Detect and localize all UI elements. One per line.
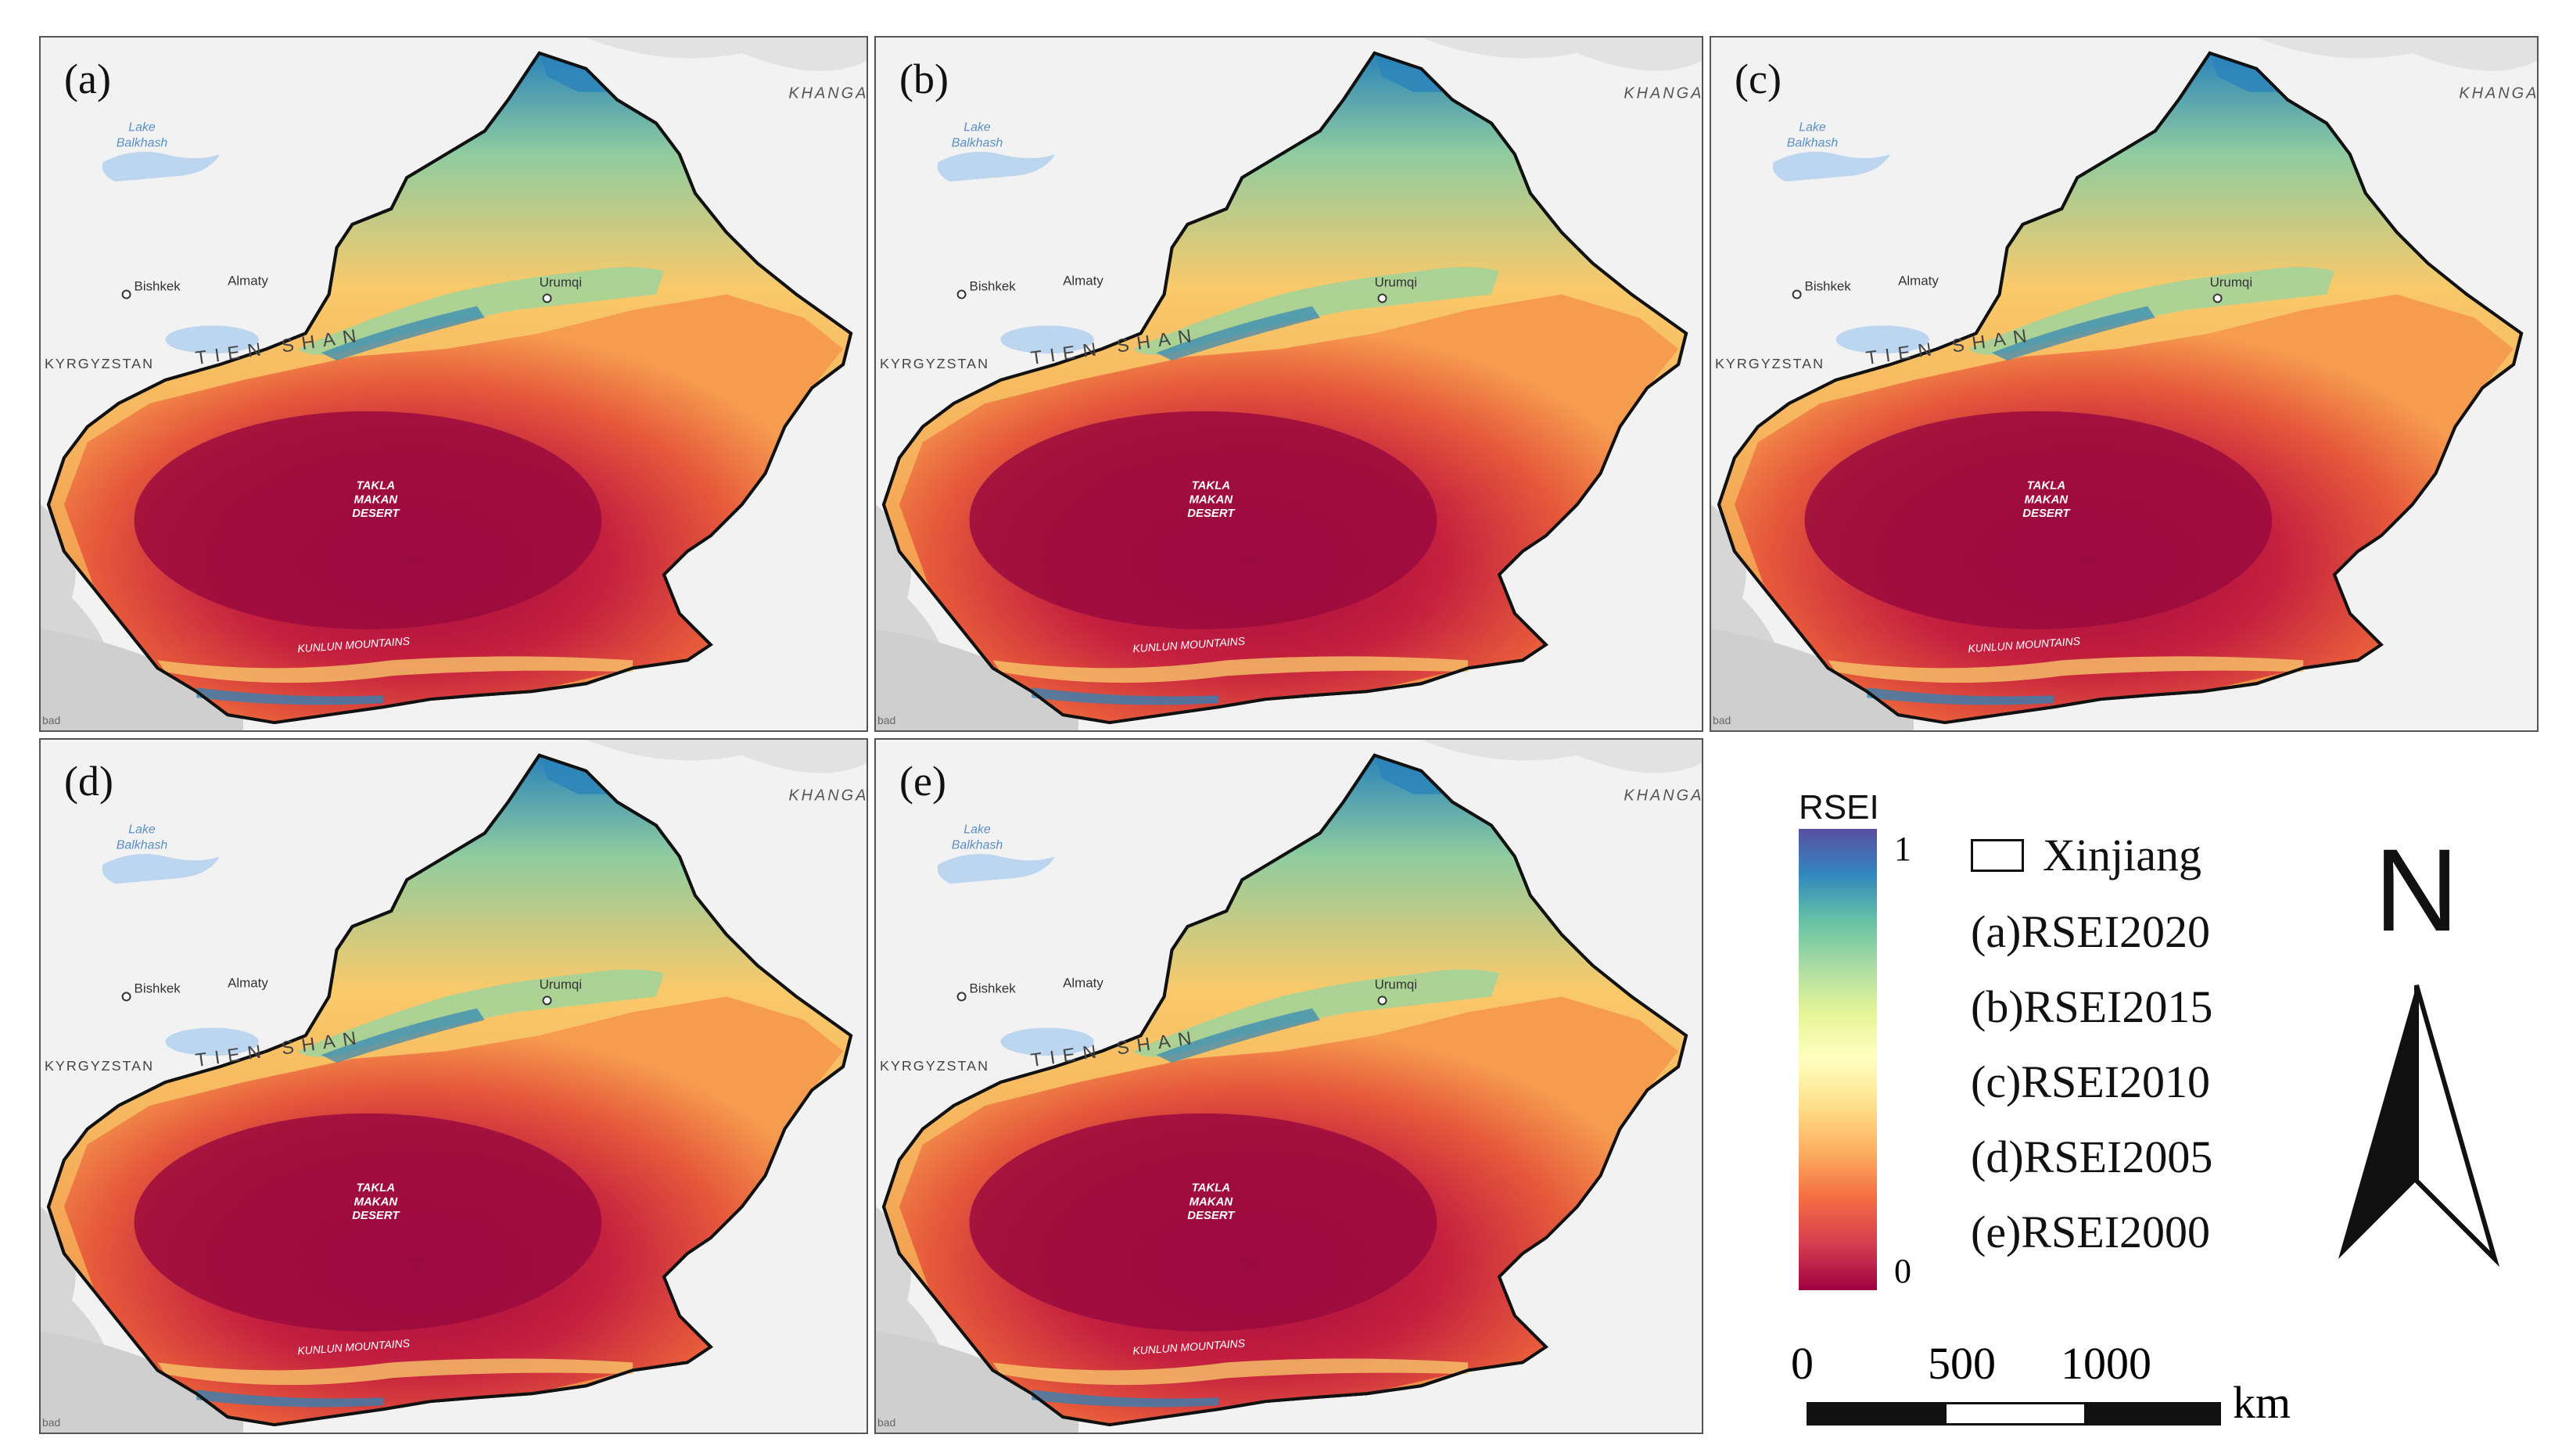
bad-label: bad xyxy=(877,1416,895,1429)
legend-item-b: (b)RSEI2015 xyxy=(1971,981,2213,1032)
kyrgyzstan-label: KYRGYZSTAN xyxy=(1715,356,1825,371)
scale-unit: km xyxy=(2233,1377,2291,1428)
map-svg: Lake Balkhash Bishkek Almaty Urumqi KYRG… xyxy=(41,38,867,730)
bishkek-label: Bishkek xyxy=(1805,279,1852,294)
takla-label-1: TAKLA xyxy=(1192,1181,1230,1194)
boundary-swatch xyxy=(1971,839,2024,872)
map-panel-e: Lake Balkhash Bishkek Almaty Urumqi KYRG… xyxy=(874,738,1703,1434)
kyrgyzstan-label: KYRGYZSTAN xyxy=(45,1058,154,1074)
takla-label-2: MAKAN xyxy=(1190,493,1234,506)
north-arrow-icon: N xyxy=(2338,824,2500,1268)
legend-boundary: Xinjiang xyxy=(1971,829,2201,881)
takla-label-1: TAKLA xyxy=(357,1181,395,1194)
map-svg: Lake Balkhash Bishkek Almaty Urumqi KYRG… xyxy=(1711,38,2537,730)
bad-label: bad xyxy=(1713,714,1731,726)
takla-label-3: DESERT xyxy=(1187,507,1236,520)
kyrgyzstan-label: KYRGYZSTAN xyxy=(880,1058,989,1074)
boundary-label: Xinjiang xyxy=(2043,830,2201,880)
map-panel-c: Lake Balkhash Bishkek Almaty Urumqi KYRG… xyxy=(1710,36,2539,732)
bad-label: bad xyxy=(877,714,895,726)
bad-label: bad xyxy=(42,714,60,726)
takla-label-2: MAKAN xyxy=(354,1195,399,1208)
urumqi-label: Urumqi xyxy=(1375,977,1418,992)
takla-label-3: DESERT xyxy=(2022,507,2071,520)
almaty-label: Almaty xyxy=(1898,274,1939,289)
map-panel-b: Lake Balkhash Bishkek Almaty Urumqi KYRG… xyxy=(874,36,1703,732)
kyrgyzstan-label: KYRGYZSTAN xyxy=(880,356,989,371)
urumqi-label: Urumqi xyxy=(2210,275,2253,290)
khanga-label: KHANGA xyxy=(788,85,867,102)
lake-label-1: Lake xyxy=(963,120,991,134)
colorbar-min-label: 0 xyxy=(1894,1252,1911,1290)
legend-item-e: (e)RSEI2000 xyxy=(1971,1207,2211,1257)
almaty-label: Almaty xyxy=(1063,274,1103,289)
scale-segment-2 xyxy=(1947,1404,2084,1423)
map-svg: Lake Balkhash Bishkek Almaty Urumqi KYRG… xyxy=(876,38,1702,730)
legend-item-c: (c)RSEI2010 xyxy=(1971,1056,2211,1107)
panel-label: (e) xyxy=(899,758,946,805)
panel-label: (d) xyxy=(64,758,113,805)
khanga-label: KHANGA xyxy=(2459,85,2537,102)
lake-label-1: Lake xyxy=(1799,120,1826,134)
scale-segment-1 xyxy=(1809,1404,1947,1423)
bad-label: bad xyxy=(42,1416,60,1429)
bishkek-label: Bishkek xyxy=(970,279,1017,294)
bishkek-label: Bishkek xyxy=(135,981,181,996)
scale-segment-3 xyxy=(2084,1404,2219,1423)
khanga-label: KHANGA xyxy=(788,787,867,805)
scale-label-0: 0 xyxy=(1791,1338,1814,1389)
lake-label-2: Balkhash xyxy=(952,838,1003,852)
panel-label: (a) xyxy=(64,56,111,102)
lake-label-1: Lake xyxy=(128,823,156,836)
map-svg: Lake Balkhash Bishkek Almaty Urumqi KYRG… xyxy=(41,740,867,1433)
takla-label-1: TAKLA xyxy=(2027,479,2065,492)
takla-label-2: MAKAN xyxy=(2025,493,2069,506)
legend-item-d: (d)RSEI2005 xyxy=(1971,1131,2213,1182)
panel-label: (b) xyxy=(899,56,949,102)
almaty-label: Almaty xyxy=(1063,976,1103,991)
lake-label-1: Lake xyxy=(128,120,156,134)
urumqi-label: Urumqi xyxy=(540,977,583,992)
map-panel-a: Lake Balkhash Bishkek Almaty Urumqi KYRG… xyxy=(39,36,868,732)
north-arrow: N xyxy=(2323,824,2510,1278)
map-panel-d: Lake Balkhash Bishkek Almaty Urumqi KYRG… xyxy=(39,738,868,1434)
lake-label-1: Lake xyxy=(963,823,991,836)
takla-label-2: MAKAN xyxy=(1190,1195,1234,1208)
bishkek-label: Bishkek xyxy=(970,981,1017,996)
takla-label-1: TAKLA xyxy=(1192,479,1230,492)
kyrgyzstan-label: KYRGYZSTAN xyxy=(45,356,154,371)
almaty-label: Almaty xyxy=(228,274,268,289)
bishkek-label: Bishkek xyxy=(135,279,181,294)
lake-label-2: Balkhash xyxy=(117,838,168,852)
takla-label-3: DESERT xyxy=(352,1209,400,1222)
lake-label-2: Balkhash xyxy=(1787,136,1839,149)
scale-label-1000: 1000 xyxy=(2061,1338,2151,1389)
takla-label-1: TAKLA xyxy=(357,479,395,492)
takla-label-3: DESERT xyxy=(352,507,400,520)
takla-label-3: DESERT xyxy=(1187,1209,1236,1222)
urumqi-label: Urumqi xyxy=(1375,275,1418,290)
khanga-label: KHANGA xyxy=(1624,85,1702,102)
takla-label-2: MAKAN xyxy=(354,493,399,506)
panel-label: (c) xyxy=(1735,56,1782,102)
scale-label-500: 500 xyxy=(1928,1338,1996,1389)
legend: RSEI 1 0 Xinjiang (a)RSEI2020 (b)RSEI201… xyxy=(1713,735,2562,1456)
map-svg: Lake Balkhash Bishkek Almaty Urumqi KYRG… xyxy=(876,740,1702,1433)
colorbar-max-label: 1 xyxy=(1894,830,1911,868)
colorbar-title: RSEI xyxy=(1799,788,1879,827)
north-label: N xyxy=(2374,837,2459,956)
lake-label-2: Balkhash xyxy=(117,136,168,149)
khanga-label: KHANGA xyxy=(1624,787,1702,805)
colorbar xyxy=(1799,829,1877,1290)
urumqi-label: Urumqi xyxy=(540,275,583,290)
legend-item-a: (a)RSEI2020 xyxy=(1971,906,2211,957)
scale-bar xyxy=(1807,1402,2221,1426)
lake-label-2: Balkhash xyxy=(952,136,1003,149)
almaty-label: Almaty xyxy=(228,976,268,991)
